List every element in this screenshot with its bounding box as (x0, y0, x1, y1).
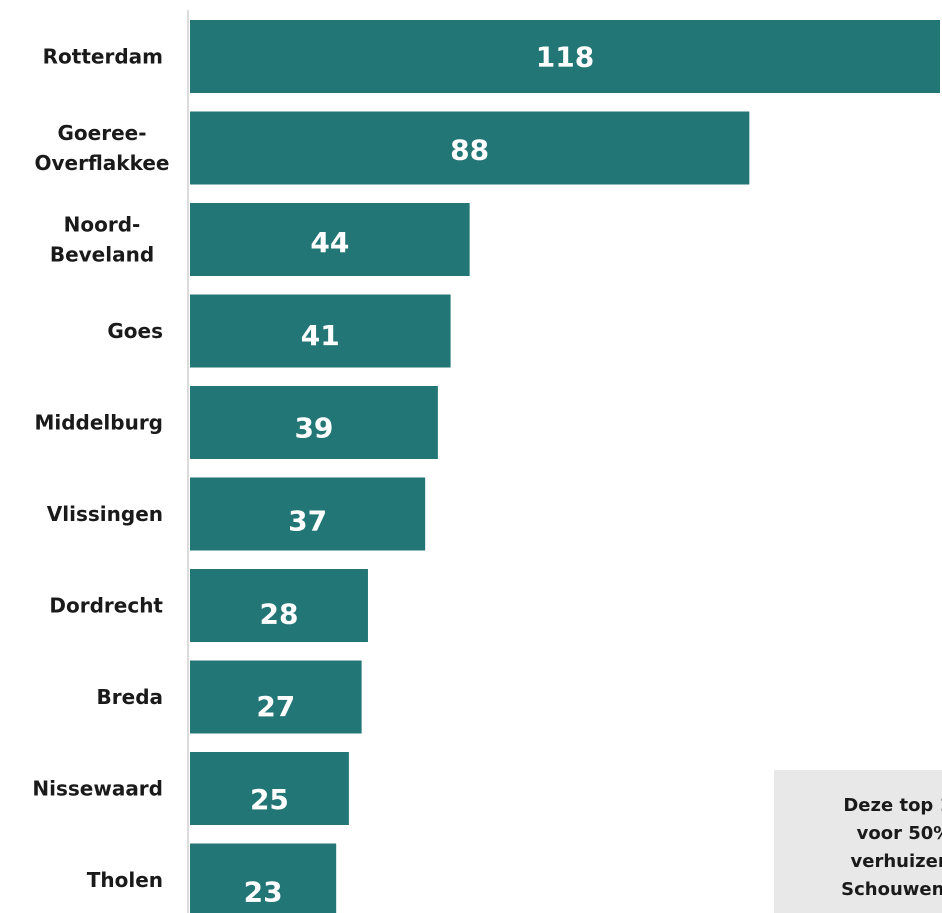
category-label-line: Nissewaard (32, 777, 163, 801)
category-label-line: Goes (107, 319, 163, 343)
category-label-line: Beveland (50, 243, 154, 267)
bar-dordrecht (190, 569, 368, 642)
bar-value-label: 28 (259, 597, 298, 630)
category-label: Noord- Beveland (50, 213, 154, 267)
bar-value-label: 23 (244, 876, 283, 909)
bar-value-label: 25 (250, 783, 289, 816)
category-label-line: Vlissingen (47, 502, 163, 526)
bar-nissewaard (190, 752, 349, 825)
category-label: Tholen (87, 868, 163, 892)
bar-middelburg (190, 386, 438, 459)
category-label-line: Tholen (87, 868, 163, 892)
bar-rotterdam (190, 20, 940, 93)
category-label: Rotterdam (43, 45, 163, 69)
category-label: Nissewaard (32, 777, 163, 801)
bar-tholen (190, 843, 337, 913)
category-label: Goeree- Overflakkee (35, 121, 170, 175)
bar-breda (190, 660, 362, 734)
category-label: Breda (97, 685, 163, 709)
bar-value-label: 27 (256, 690, 295, 723)
category-label-line: Breda (97, 685, 163, 709)
category-label-line: Goeree- (57, 121, 146, 145)
category-label-line: Overflakkee (35, 151, 170, 175)
bar-value-label: 37 (288, 505, 327, 538)
bar-value-label: 41 (301, 319, 340, 352)
bar-vlissingen (190, 477, 426, 551)
category-label: Dordrecht (49, 594, 163, 618)
category-label-line: Middelburg (34, 411, 163, 435)
callout-box: Deze top 10 voor 50% verhuizers Schouwen… (774, 770, 942, 913)
bar-value-label: 39 (294, 412, 333, 445)
bar-value-label: 44 (310, 226, 349, 259)
category-label-line: Rotterdam (43, 45, 163, 69)
bar-goeree-overflakkee (190, 111, 750, 185)
category-label-line: Dordrecht (49, 594, 163, 618)
bar-value-label: 118 (536, 41, 594, 74)
bar-noord-beveland (190, 203, 470, 276)
category-label: Middelburg (34, 411, 163, 435)
category-label: Vlissingen (47, 502, 163, 526)
category-label: Goes (107, 319, 163, 343)
category-label-line: Noord- (64, 213, 141, 237)
bar-goes (190, 294, 451, 368)
bar-value-label: 88 (450, 133, 489, 166)
